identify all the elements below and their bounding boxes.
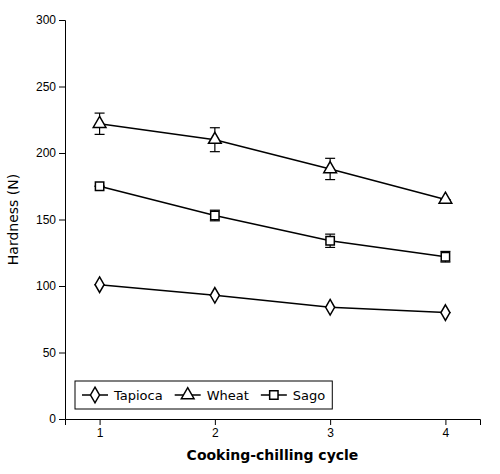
y-tick-mark [59,353,65,354]
chart: 1 2 3 4 0 50 100 150 200 250 300 Cooking-chilling c… [0,0,500,474]
x-tick-mark [445,419,446,425]
legend-label: Sago [293,388,325,403]
y-axis-line [59,21,66,420]
y-tick-label: 100 [36,279,56,293]
y-tick: 50 [43,346,65,360]
error-bar-cap [95,134,105,135]
y-tick: 0 [49,412,65,426]
x-tick-label: 2 [212,426,219,440]
legend-item: Sago [261,388,325,403]
y-tick: 200 [36,146,65,160]
point-marker [324,162,337,173]
x-axis: 1 2 3 4 [66,419,481,440]
y-axis: 0 50 100 150 200 250 300 [36,13,66,426]
point-marker [326,237,334,245]
point-marker [95,277,104,293]
error-bar-cap [210,151,220,152]
legend-label: Wheat [207,388,249,403]
x-tick-mark [100,419,101,425]
legend-item: Wheat [175,388,249,403]
y-tick: 100 [36,279,65,293]
error-bar [210,210,220,221]
y-tick-mark [59,153,65,154]
y-axis-title: Hardness (N) [5,174,21,265]
error-bar [440,251,450,262]
point-marker [211,211,219,219]
y-tick: 300 [36,13,65,27]
point-marker [326,299,335,315]
point-marker [439,192,452,203]
point-marker [441,305,450,321]
y-tick-label: 150 [36,213,56,227]
series-line [100,285,446,313]
error-bar-cap [210,127,220,128]
y-tick-label: 300 [36,13,56,27]
point-marker [95,182,103,190]
y-tick-label: 200 [36,146,56,160]
error-bar [325,234,335,247]
x-tick-mark [330,419,331,425]
y-tick-label: 50 [43,346,57,360]
legend-swatch-marker [91,387,100,403]
x-tick: 2 [212,419,219,440]
legend-swatch-marker [181,388,194,399]
y-tick-label: 0 [49,412,56,426]
error-bar-cap [325,179,335,180]
x-axis-line [66,420,481,426]
y-tick: 250 [36,80,65,94]
point-marker [441,253,449,261]
legend-swatch-marker [270,391,278,399]
y-tick-mark [59,419,65,420]
y-tick: 150 [36,213,65,227]
x-tick-mark [215,419,216,425]
point-marker [210,288,219,304]
legend-item: Tapioca [82,387,163,403]
x-tick-label: 1 [97,426,104,440]
y-tick-mark [59,220,65,221]
y-tick-mark [59,87,65,88]
legend-frame [75,381,332,409]
x-tick-label: 3 [327,426,334,440]
y-tick-mark [59,20,65,21]
series [95,182,451,262]
error-bar-cap [325,158,335,159]
legend: Tapioca Wheat Sago [75,381,332,409]
error-bar-cap [325,234,335,235]
plot-area [93,113,452,320]
y-tick-label: 250 [36,80,56,94]
error-bar-cap [95,112,105,113]
error-bar-cap [325,247,335,248]
series-line [100,186,446,256]
x-tick-label: 4 [443,426,450,440]
point-marker [93,116,106,127]
x-tick: 3 [327,419,334,440]
point-marker [209,132,222,143]
y-tick-mark [59,286,65,287]
series [95,277,451,321]
series [93,113,452,203]
series-line [100,124,446,200]
x-axis-title: Cooking-chilling cycle [187,447,359,463]
x-tick: 4 [443,419,450,440]
x-tick: 1 [97,419,104,440]
legend-label: Tapioca [113,388,163,403]
